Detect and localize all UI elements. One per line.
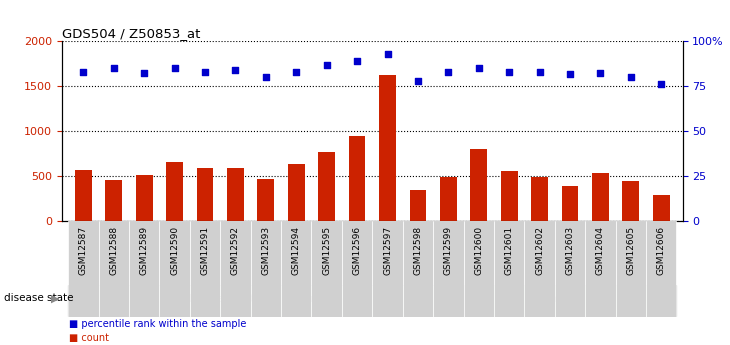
Bar [227, 168, 244, 221]
FancyBboxPatch shape [555, 221, 585, 317]
FancyBboxPatch shape [524, 221, 555, 317]
FancyBboxPatch shape [312, 221, 342, 317]
Bar [258, 179, 274, 221]
Text: GSM12606: GSM12606 [657, 226, 666, 275]
Bar [349, 136, 366, 221]
FancyBboxPatch shape [250, 221, 281, 317]
FancyBboxPatch shape [585, 221, 615, 317]
Bar [166, 161, 183, 221]
FancyBboxPatch shape [464, 221, 494, 317]
FancyBboxPatch shape [190, 221, 220, 317]
Bar [318, 152, 335, 221]
Text: GSM12605: GSM12605 [626, 226, 635, 275]
Text: disease state: disease state [4, 294, 73, 303]
Point [534, 69, 545, 75]
Text: GSM12596: GSM12596 [353, 226, 361, 275]
Point [625, 75, 637, 80]
Point [199, 69, 211, 75]
Bar [561, 186, 578, 221]
Bar [136, 175, 153, 221]
Point [321, 62, 333, 68]
Text: GSM12602: GSM12602 [535, 226, 544, 275]
Point [139, 70, 150, 76]
Point [564, 71, 576, 77]
Bar [105, 180, 122, 221]
Point [442, 69, 454, 75]
FancyBboxPatch shape [646, 221, 677, 317]
FancyBboxPatch shape [129, 221, 159, 317]
FancyBboxPatch shape [615, 221, 646, 317]
Point [169, 66, 180, 71]
Text: ■ percentile rank within the sample: ■ percentile rank within the sample [69, 319, 247, 329]
Text: GSM12601: GSM12601 [504, 226, 514, 275]
FancyBboxPatch shape [464, 285, 677, 316]
Bar [531, 177, 548, 221]
Text: GSM12597: GSM12597 [383, 226, 392, 275]
Text: GSM12595: GSM12595 [322, 226, 331, 275]
FancyBboxPatch shape [342, 221, 372, 317]
FancyBboxPatch shape [68, 285, 464, 316]
Text: GSM12590: GSM12590 [170, 226, 179, 275]
Bar [196, 168, 213, 221]
Text: pulmonary arterial hypertension: pulmonary arterial hypertension [175, 295, 356, 304]
Bar [75, 170, 92, 221]
Text: ▶: ▶ [51, 294, 60, 303]
FancyBboxPatch shape [220, 221, 250, 317]
Text: GDS504 / Z50853_at: GDS504 / Z50853_at [62, 27, 201, 40]
Bar [440, 177, 457, 221]
FancyBboxPatch shape [159, 221, 190, 317]
Point [108, 66, 120, 71]
Point [77, 69, 89, 75]
FancyBboxPatch shape [68, 221, 99, 317]
Point [230, 67, 242, 73]
Point [656, 82, 667, 87]
Text: GSM12598: GSM12598 [413, 226, 423, 275]
FancyBboxPatch shape [494, 221, 524, 317]
FancyBboxPatch shape [433, 221, 464, 317]
Text: GSM12587: GSM12587 [79, 226, 88, 275]
Bar [410, 190, 426, 221]
Text: GSM12604: GSM12604 [596, 226, 605, 275]
Bar [288, 164, 304, 221]
Point [595, 70, 607, 76]
Bar [501, 170, 518, 221]
Bar [379, 76, 396, 221]
Bar [623, 181, 639, 221]
Text: GSM12588: GSM12588 [110, 226, 118, 275]
Point [412, 78, 424, 83]
FancyBboxPatch shape [99, 221, 129, 317]
Bar [470, 149, 487, 221]
Text: GSM12594: GSM12594 [292, 226, 301, 275]
Text: GSM12599: GSM12599 [444, 226, 453, 275]
Text: GSM12591: GSM12591 [201, 226, 210, 275]
Text: GSM12589: GSM12589 [139, 226, 149, 275]
Text: GSM12592: GSM12592 [231, 226, 240, 275]
Point [382, 51, 393, 57]
FancyBboxPatch shape [281, 221, 312, 317]
Point [473, 66, 485, 71]
Bar [653, 195, 669, 221]
Bar [592, 173, 609, 221]
Text: GSM12600: GSM12600 [474, 226, 483, 275]
Text: GSM12593: GSM12593 [261, 226, 270, 275]
Point [351, 58, 363, 64]
Point [260, 75, 272, 80]
Text: GSM12603: GSM12603 [566, 226, 575, 275]
Text: ■ count: ■ count [69, 333, 110, 343]
Point [504, 69, 515, 75]
Text: normal: normal [550, 295, 590, 304]
FancyBboxPatch shape [403, 221, 433, 317]
Point [291, 69, 302, 75]
FancyBboxPatch shape [372, 221, 403, 317]
